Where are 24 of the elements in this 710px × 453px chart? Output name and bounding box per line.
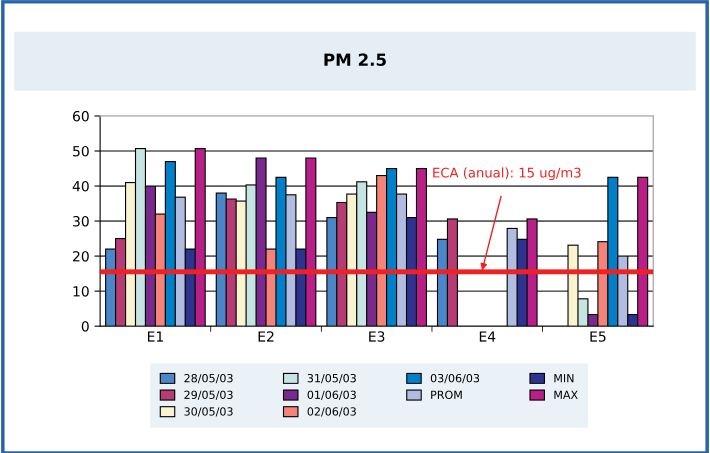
x-tick-label: E3 — [369, 331, 384, 342]
x-tick-label: E1 — [148, 331, 163, 342]
y-tick-label: 10 — [74, 286, 89, 297]
x-tick-label: E4 — [480, 331, 496, 342]
legend-label: 29/05/03 — [184, 390, 233, 400]
legend-label: 01/06/03 — [308, 390, 356, 400]
ref-line-label: ECA (anual): 15 ug/m3 — [433, 167, 581, 180]
chart-title: PM 2.5 — [324, 53, 386, 66]
x-tick-label: E2 — [258, 331, 274, 342]
legend-label: 02/06/03 — [308, 407, 356, 417]
legend-label: 28/05/03 — [184, 374, 233, 384]
legend-label: 30/05/03 — [184, 407, 233, 417]
y-tick-label: 20 — [73, 251, 89, 262]
legend-label: MAX — [554, 390, 578, 399]
legend-label: MIN — [554, 374, 574, 382]
legend-label: PROM — [431, 390, 462, 400]
legend-label: 03/06/03 — [430, 374, 480, 384]
legend-label: 31/05/03 — [308, 374, 356, 384]
x-tick-label: E5 — [590, 331, 606, 342]
y-tick-label: 30 — [73, 216, 89, 227]
y-tick-label: 50 — [73, 146, 89, 156]
y-tick-label: 0 — [82, 321, 89, 332]
y-tick-label: 40 — [72, 181, 89, 192]
y-tick-label: 60 — [72, 110, 89, 122]
